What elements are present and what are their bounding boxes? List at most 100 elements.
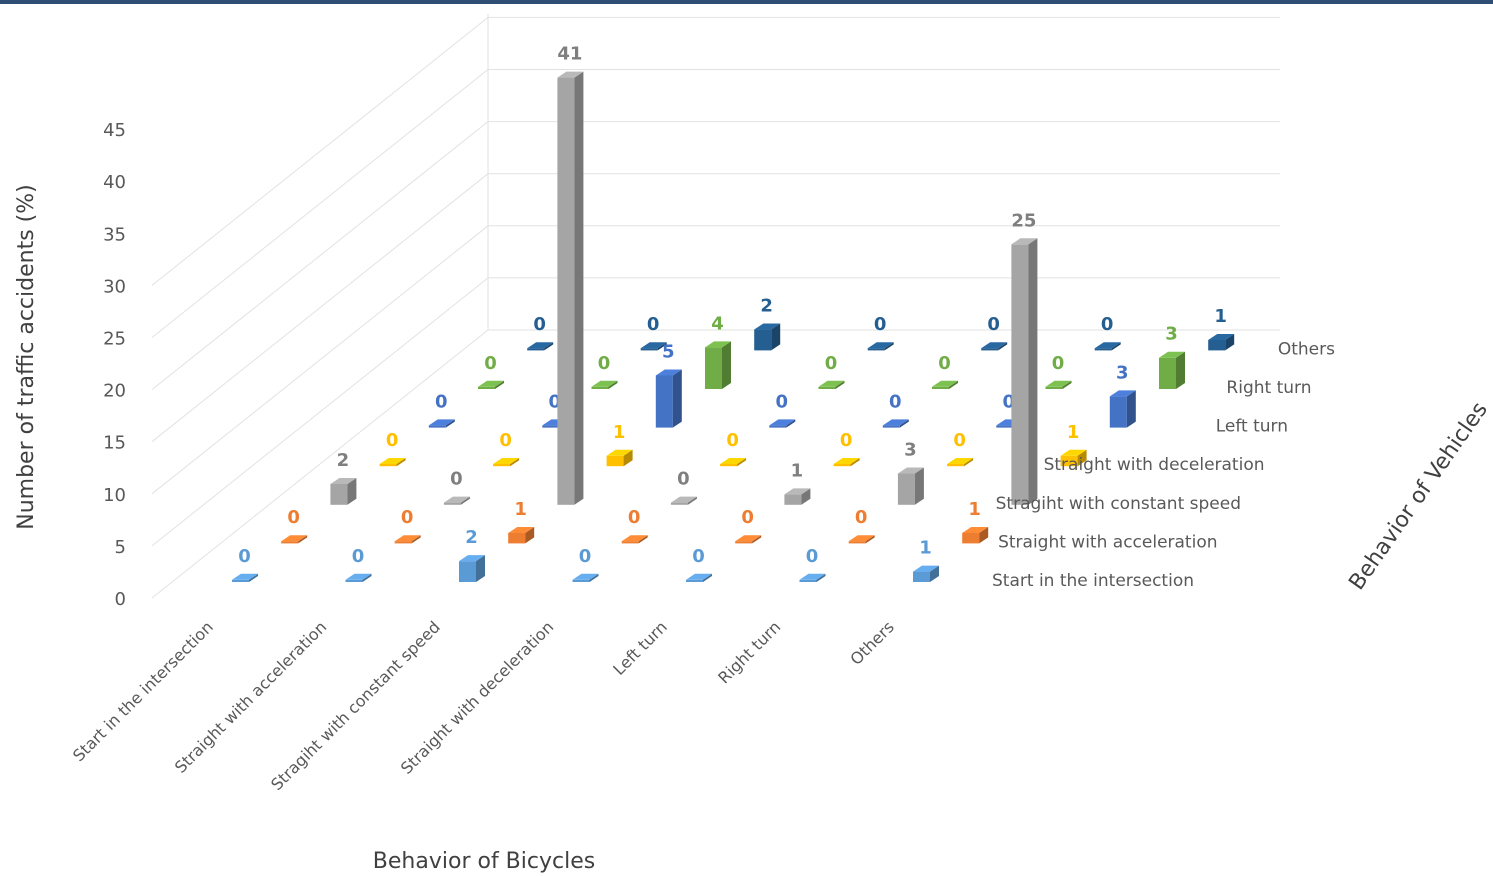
bar-side xyxy=(411,535,421,544)
series-label: Right turn xyxy=(1226,378,1311,398)
data-label: 0 xyxy=(238,546,251,567)
bar-front xyxy=(281,541,299,544)
data-label: 0 xyxy=(825,353,838,374)
bar-front xyxy=(1060,455,1078,467)
bar xyxy=(428,419,455,428)
bar-side xyxy=(544,342,554,351)
bar xyxy=(606,449,633,467)
bar-front xyxy=(735,541,753,544)
data-label: 4 xyxy=(711,313,724,334)
series-label: Left turn xyxy=(1216,417,1288,437)
bar-top xyxy=(379,458,406,464)
bar-top xyxy=(799,573,826,580)
y-tick-label: 30 xyxy=(103,276,126,297)
bar xyxy=(848,535,875,544)
data-label: 0 xyxy=(776,391,789,412)
bar-top xyxy=(867,342,894,349)
bar-front xyxy=(1109,396,1127,428)
bar-front xyxy=(330,483,348,505)
bar xyxy=(882,419,909,428)
bar-side xyxy=(703,573,712,582)
data-label: 3 xyxy=(1165,324,1178,345)
series-label: Straight with deceleration xyxy=(1044,455,1265,475)
bar-side xyxy=(737,458,747,467)
bar xyxy=(1208,333,1235,351)
data-label: 0 xyxy=(484,353,497,374)
y-tick-label: 20 xyxy=(103,381,126,402)
bar xyxy=(981,342,1008,351)
bar-top xyxy=(833,458,860,464)
data-label: 0 xyxy=(450,469,463,490)
bar xyxy=(443,496,470,505)
side-wall-gridline xyxy=(151,173,489,443)
bar-top xyxy=(606,449,633,456)
data-label: 0 xyxy=(1101,314,1114,335)
bar-top xyxy=(330,477,357,484)
data-label: 1 xyxy=(613,422,626,443)
bar-front xyxy=(493,464,511,467)
bar-top xyxy=(508,526,535,533)
data-label: 0 xyxy=(692,546,705,567)
bar xyxy=(330,477,357,505)
bar-front xyxy=(848,541,866,544)
bar-side xyxy=(589,573,599,582)
bar-side xyxy=(249,573,258,582)
data-label: 0 xyxy=(533,314,546,335)
bar-top xyxy=(735,535,762,542)
bar-side xyxy=(1126,390,1136,428)
y-tick-label: 0 xyxy=(115,589,126,610)
bar-side xyxy=(638,535,648,544)
bar-front xyxy=(591,386,609,389)
bar xyxy=(557,71,584,505)
bar xyxy=(735,535,762,544)
bar-side xyxy=(672,369,682,428)
data-label: 1 xyxy=(1067,422,1080,443)
bar-top xyxy=(478,380,504,387)
bar-front xyxy=(867,348,885,351)
bar xyxy=(784,488,811,505)
bar-top xyxy=(1060,449,1087,456)
bar-front xyxy=(478,386,495,389)
bar-front xyxy=(686,579,703,582)
bar-front xyxy=(769,425,787,428)
bar xyxy=(962,526,989,544)
bar-top xyxy=(981,342,1008,349)
data-label: 0 xyxy=(628,507,641,528)
bar-top xyxy=(1109,390,1136,397)
bar-front xyxy=(897,473,915,505)
data-label: 0 xyxy=(840,430,853,451)
bar xyxy=(572,573,599,582)
bar-side xyxy=(979,526,989,544)
bar-side xyxy=(396,458,406,467)
series-label: Others xyxy=(1278,339,1335,359)
bar-top xyxy=(897,467,924,474)
bar-front xyxy=(962,532,980,544)
bar xyxy=(655,369,682,428)
bar-front xyxy=(670,502,688,505)
bar xyxy=(686,573,712,582)
data-label: 0 xyxy=(855,507,868,528)
bar-top xyxy=(621,535,648,542)
data-label: 41 xyxy=(557,44,582,65)
data-label: 0 xyxy=(806,546,819,567)
top-border xyxy=(0,0,1493,4)
data-label: 5 xyxy=(662,342,675,363)
bar-front xyxy=(1159,357,1176,389)
bar xyxy=(591,380,618,389)
bar-side xyxy=(657,342,667,351)
bar-front xyxy=(508,532,526,544)
bar-front xyxy=(459,561,476,582)
data-label: 0 xyxy=(647,314,660,335)
bar-side xyxy=(786,419,796,428)
bar-side xyxy=(687,496,697,505)
y-tick-label: 10 xyxy=(103,485,126,506)
bar-side xyxy=(362,573,372,582)
bar-top xyxy=(769,419,796,426)
bar-front xyxy=(784,494,802,505)
bar-front xyxy=(913,571,930,582)
bar-side xyxy=(347,477,357,505)
bar-side xyxy=(865,535,875,544)
bar xyxy=(670,496,697,505)
data-label: 1 xyxy=(791,460,804,481)
